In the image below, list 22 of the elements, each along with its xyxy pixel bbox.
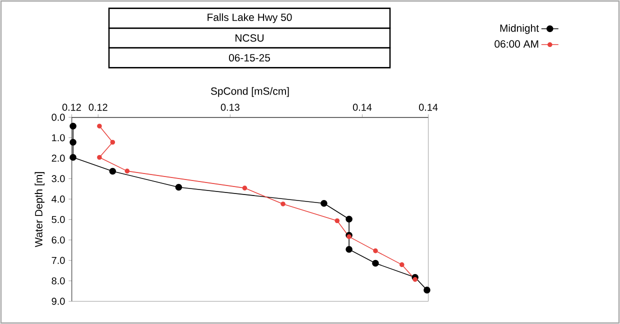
y-axis-title: Water Depth [m]	[34, 172, 44, 248]
y-tick-label: 9.0	[52, 298, 65, 305]
y-tick-label: 2.0	[52, 154, 65, 162]
text: 06-15-25	[228, 54, 270, 62]
y-tick-label: 0.0	[52, 114, 65, 121]
x-tick-label: 0.12	[88, 104, 108, 111]
y-tick-label: 6.0	[52, 236, 65, 244]
y-tick-label: 5.0	[52, 216, 65, 224]
x-tick-label: 0.13	[220, 104, 240, 111]
x-tick-label: 0.14	[352, 104, 372, 111]
chart-title: Falls Lake Hwy 50	[208, 13, 292, 24]
y-tick-label: 1.0	[52, 134, 65, 142]
y-tick-label: 7.0	[52, 256, 65, 264]
x-tick-label: 0.12	[62, 104, 81, 111]
x-axis-title: SpCond [mS/cm]	[210, 87, 289, 97]
y-tick-label: 3.0	[52, 175, 65, 182]
chart-subtitle: NCSU	[236, 34, 264, 42]
legend-label: Midnight	[500, 24, 539, 34]
y-tick-label: 4.0	[52, 196, 65, 203]
y-tick-label: 8.0	[52, 277, 65, 284]
x-tick-label: 0.14	[419, 104, 438, 111]
legend-label: 06:00 AM	[494, 40, 538, 48]
